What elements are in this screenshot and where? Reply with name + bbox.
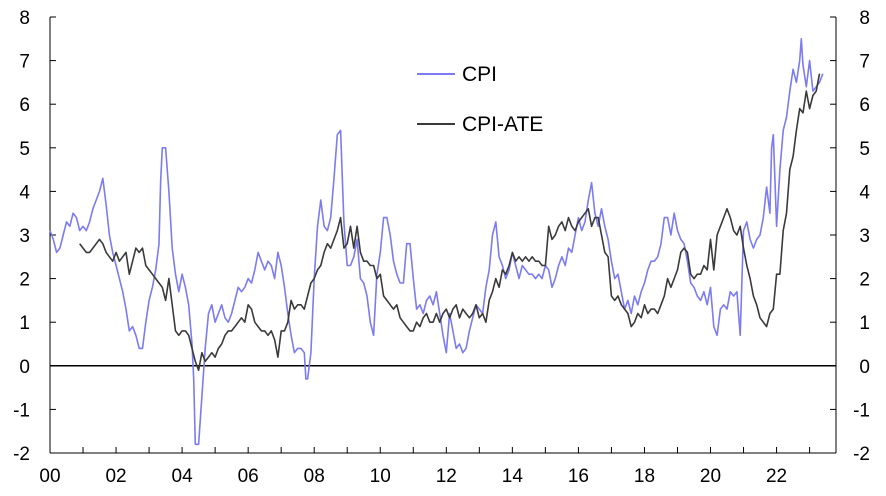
y-tick-label-right: -2 — [853, 444, 870, 465]
y-tick-label-left: 8 — [19, 8, 30, 29]
x-tick-label: 08 — [304, 466, 325, 487]
legend: CPI CPI-ATE — [417, 63, 543, 136]
legend-label-cpi: CPI — [462, 63, 497, 86]
x-tick-label: 16 — [568, 466, 589, 487]
y-tick-label-left: 2 — [19, 270, 30, 291]
y-ticks-right: -2 -1 0 1 2 3 4 5 6 7 8 — [830, 8, 870, 465]
y-tick-label-left: -1 — [13, 400, 30, 421]
y-tick-label-left: 5 — [19, 139, 30, 160]
series-line-cpi — [49, 38, 824, 446]
x-tick-label: 22 — [766, 466, 787, 487]
x-tick-label: 02 — [105, 466, 126, 487]
series-line-cpi-ate — [79, 73, 821, 371]
y-tick-label-right: 4 — [859, 182, 870, 203]
y-tick-label-left: 3 — [19, 226, 30, 247]
y-tick-label-left: 6 — [19, 95, 30, 116]
y-tick-label-right: 6 — [859, 95, 870, 116]
x-tick-label: 06 — [238, 466, 259, 487]
y-tick-label-left: 0 — [19, 357, 30, 378]
y-tick-label-right: -1 — [853, 400, 870, 421]
y-tick-label-right: 0 — [859, 357, 870, 378]
legend-label-cpi-ate: CPI-ATE — [462, 113, 543, 136]
y-tick-label-right: 8 — [859, 8, 870, 29]
series-group — [49, 38, 824, 446]
y-tick-label-right: 7 — [859, 52, 870, 73]
y-tick-label-right: 1 — [859, 313, 870, 334]
y-ticks-left: -2 -1 0 1 2 3 4 5 6 7 8 — [13, 8, 56, 465]
x-tick-label: 14 — [502, 466, 524, 487]
x-tick-label: 00 — [39, 466, 60, 487]
x-tick-label: 20 — [700, 466, 721, 487]
x-tick-label: 10 — [370, 466, 391, 487]
y-tick-label-right: 5 — [859, 139, 870, 160]
x-tick-label: 12 — [436, 466, 457, 487]
y-tick-label-left: 4 — [19, 182, 30, 203]
x-tick-label: 18 — [634, 466, 655, 487]
y-tick-label-left: -2 — [13, 444, 30, 465]
y-tick-label-right: 2 — [859, 270, 870, 291]
y-tick-label-left: 1 — [19, 313, 30, 334]
y-tick-label-left: 7 — [19, 52, 30, 73]
x-ticks: 00 02 04 06 08 10 12 14 16 18 20 22 — [39, 447, 811, 487]
x-tick-label: 04 — [172, 466, 194, 487]
y-tick-label-right: 3 — [859, 226, 870, 247]
